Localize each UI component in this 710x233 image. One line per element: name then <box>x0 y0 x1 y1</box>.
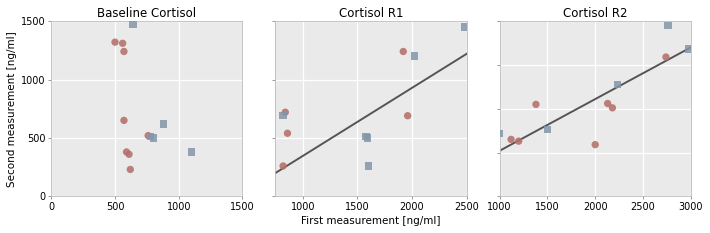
Point <box>607 106 618 110</box>
Title: Cortisol R1: Cortisol R1 <box>339 7 403 20</box>
Point <box>305 200 316 204</box>
Title: Cortisol R2: Cortisol R2 <box>563 7 628 20</box>
Point <box>125 168 136 171</box>
Point <box>143 134 154 137</box>
Point <box>148 136 159 140</box>
Point <box>282 131 293 135</box>
Title: Baseline Cortisol: Baseline Cortisol <box>97 7 197 20</box>
Point <box>402 114 413 118</box>
Point <box>494 131 506 135</box>
Point <box>121 150 132 154</box>
Point <box>361 135 372 139</box>
Point <box>506 137 517 141</box>
Point <box>542 128 553 132</box>
Point <box>602 102 613 105</box>
Point <box>589 143 601 147</box>
Point <box>117 41 129 45</box>
Point <box>611 82 623 86</box>
Y-axis label: Second measurement [ng/ml]: Second measurement [ng/ml] <box>7 31 17 187</box>
Point <box>459 25 470 29</box>
Point <box>280 110 291 114</box>
Point <box>145 135 156 139</box>
Point <box>119 119 130 122</box>
Point <box>278 114 289 118</box>
Point <box>124 152 135 156</box>
Point <box>363 164 374 168</box>
Point <box>660 55 672 59</box>
Point <box>158 122 169 126</box>
Point <box>186 150 197 154</box>
Point <box>361 136 373 140</box>
Point <box>513 139 525 143</box>
Point <box>119 50 130 53</box>
Point <box>408 54 420 58</box>
Point <box>662 24 674 27</box>
Point <box>398 50 409 53</box>
Point <box>278 164 289 168</box>
Point <box>109 40 121 44</box>
X-axis label: First measurement [ng/ml]: First measurement [ng/ml] <box>301 216 441 226</box>
Point <box>683 47 694 51</box>
Point <box>530 103 542 106</box>
Point <box>127 23 138 27</box>
